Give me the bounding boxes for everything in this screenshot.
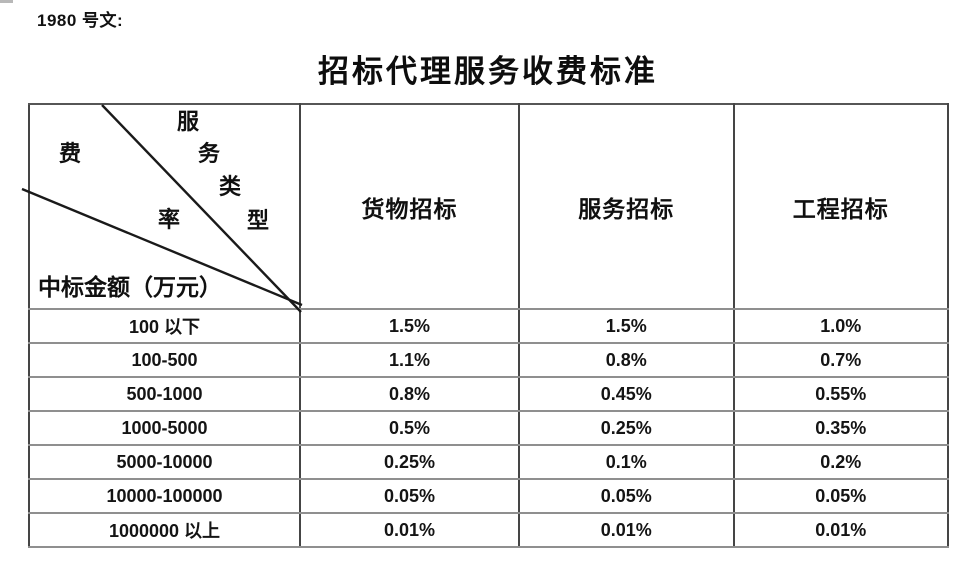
cell-value: 0.7% (732, 342, 949, 378)
cell-value: 0.8% (299, 376, 520, 412)
table-row: 100 以下 1.5% 1.5% 1.0% (28, 308, 949, 344)
table-header-row: 服 务 类 型 费 率 中标金额（万元） 货物招标 服务招标 工程招标 (21, 103, 949, 313)
row-label: 500-1000 (28, 376, 301, 412)
table-row: 1000-5000 0.5% 0.25% 0.35% (28, 410, 949, 446)
row-label: 100 以下 (28, 308, 301, 344)
cell-value: 0.5% (299, 410, 520, 446)
table-row: 500-1000 0.8% 0.45% 0.55% (28, 376, 949, 412)
cell-value: 0.05% (299, 478, 520, 514)
table-row: 5000-10000 0.25% 0.1% 0.2% (28, 444, 949, 480)
cell-value: 0.35% (732, 410, 949, 446)
cell-value: 0.05% (518, 478, 735, 514)
cell-value: 0.2% (732, 444, 949, 480)
cell-value: 1.5% (299, 308, 520, 344)
cell-value: 0.01% (732, 512, 949, 548)
corner-label-rate-char: 率 (158, 207, 181, 232)
corner-label-service-char: 型 (247, 208, 270, 233)
cell-value: 0.8% (518, 342, 735, 378)
cell-value: 1.1% (299, 342, 520, 378)
table-row: 1000000 以上 0.01% 0.01% 0.01% (28, 512, 949, 548)
cell-value: 1.5% (518, 308, 735, 344)
fee-standard-table: 服 务 类 型 费 率 中标金额（万元） 货物招标 服务招标 工程招标 100 以下… (21, 103, 949, 548)
cell-value: 0.1% (518, 444, 735, 480)
cell-value: 0.25% (518, 410, 735, 446)
cell-value: 0.55% (732, 376, 949, 412)
corner-label-rate-char: 费 (59, 141, 82, 166)
cell-value: 0.45% (518, 376, 735, 412)
cell-value: 0.05% (732, 478, 949, 514)
table-row: 100-500 1.1% 0.8% 0.7% (28, 342, 949, 378)
column-header-0: 货物招标 (299, 103, 520, 310)
document-number-label: 1980 号文: (37, 11, 124, 30)
cell-value: 0.01% (518, 512, 735, 548)
corner-label-service-char: 务 (198, 141, 221, 166)
column-header-1: 服务招标 (518, 103, 735, 310)
corner-label-service-char: 类 (219, 174, 242, 199)
cell-value: 0.25% (299, 444, 520, 480)
row-label: 100-500 (28, 342, 301, 378)
table-row: 10000-100000 0.05% 0.05% 0.05% (28, 478, 949, 514)
corner-label-service-char: 服 (177, 109, 200, 134)
corner-amount-axis-label: 中标金额（万元） (38, 275, 222, 300)
cell-value: 0.01% (299, 512, 520, 548)
row-label: 10000-100000 (28, 478, 301, 514)
row-label: 1000-5000 (28, 410, 301, 446)
row-label: 1000000 以上 (28, 512, 301, 548)
page-title: 招标代理服务收费标准 (318, 54, 658, 89)
row-label: 5000-10000 (28, 444, 301, 480)
diagonal-corner-cell: 服 务 类 型 费 率 中标金额（万元） (21, 103, 303, 313)
cell-value: 1.0% (732, 308, 949, 344)
screen-edge-artifact (0, 0, 13, 3)
column-header-2: 工程招标 (732, 103, 949, 310)
